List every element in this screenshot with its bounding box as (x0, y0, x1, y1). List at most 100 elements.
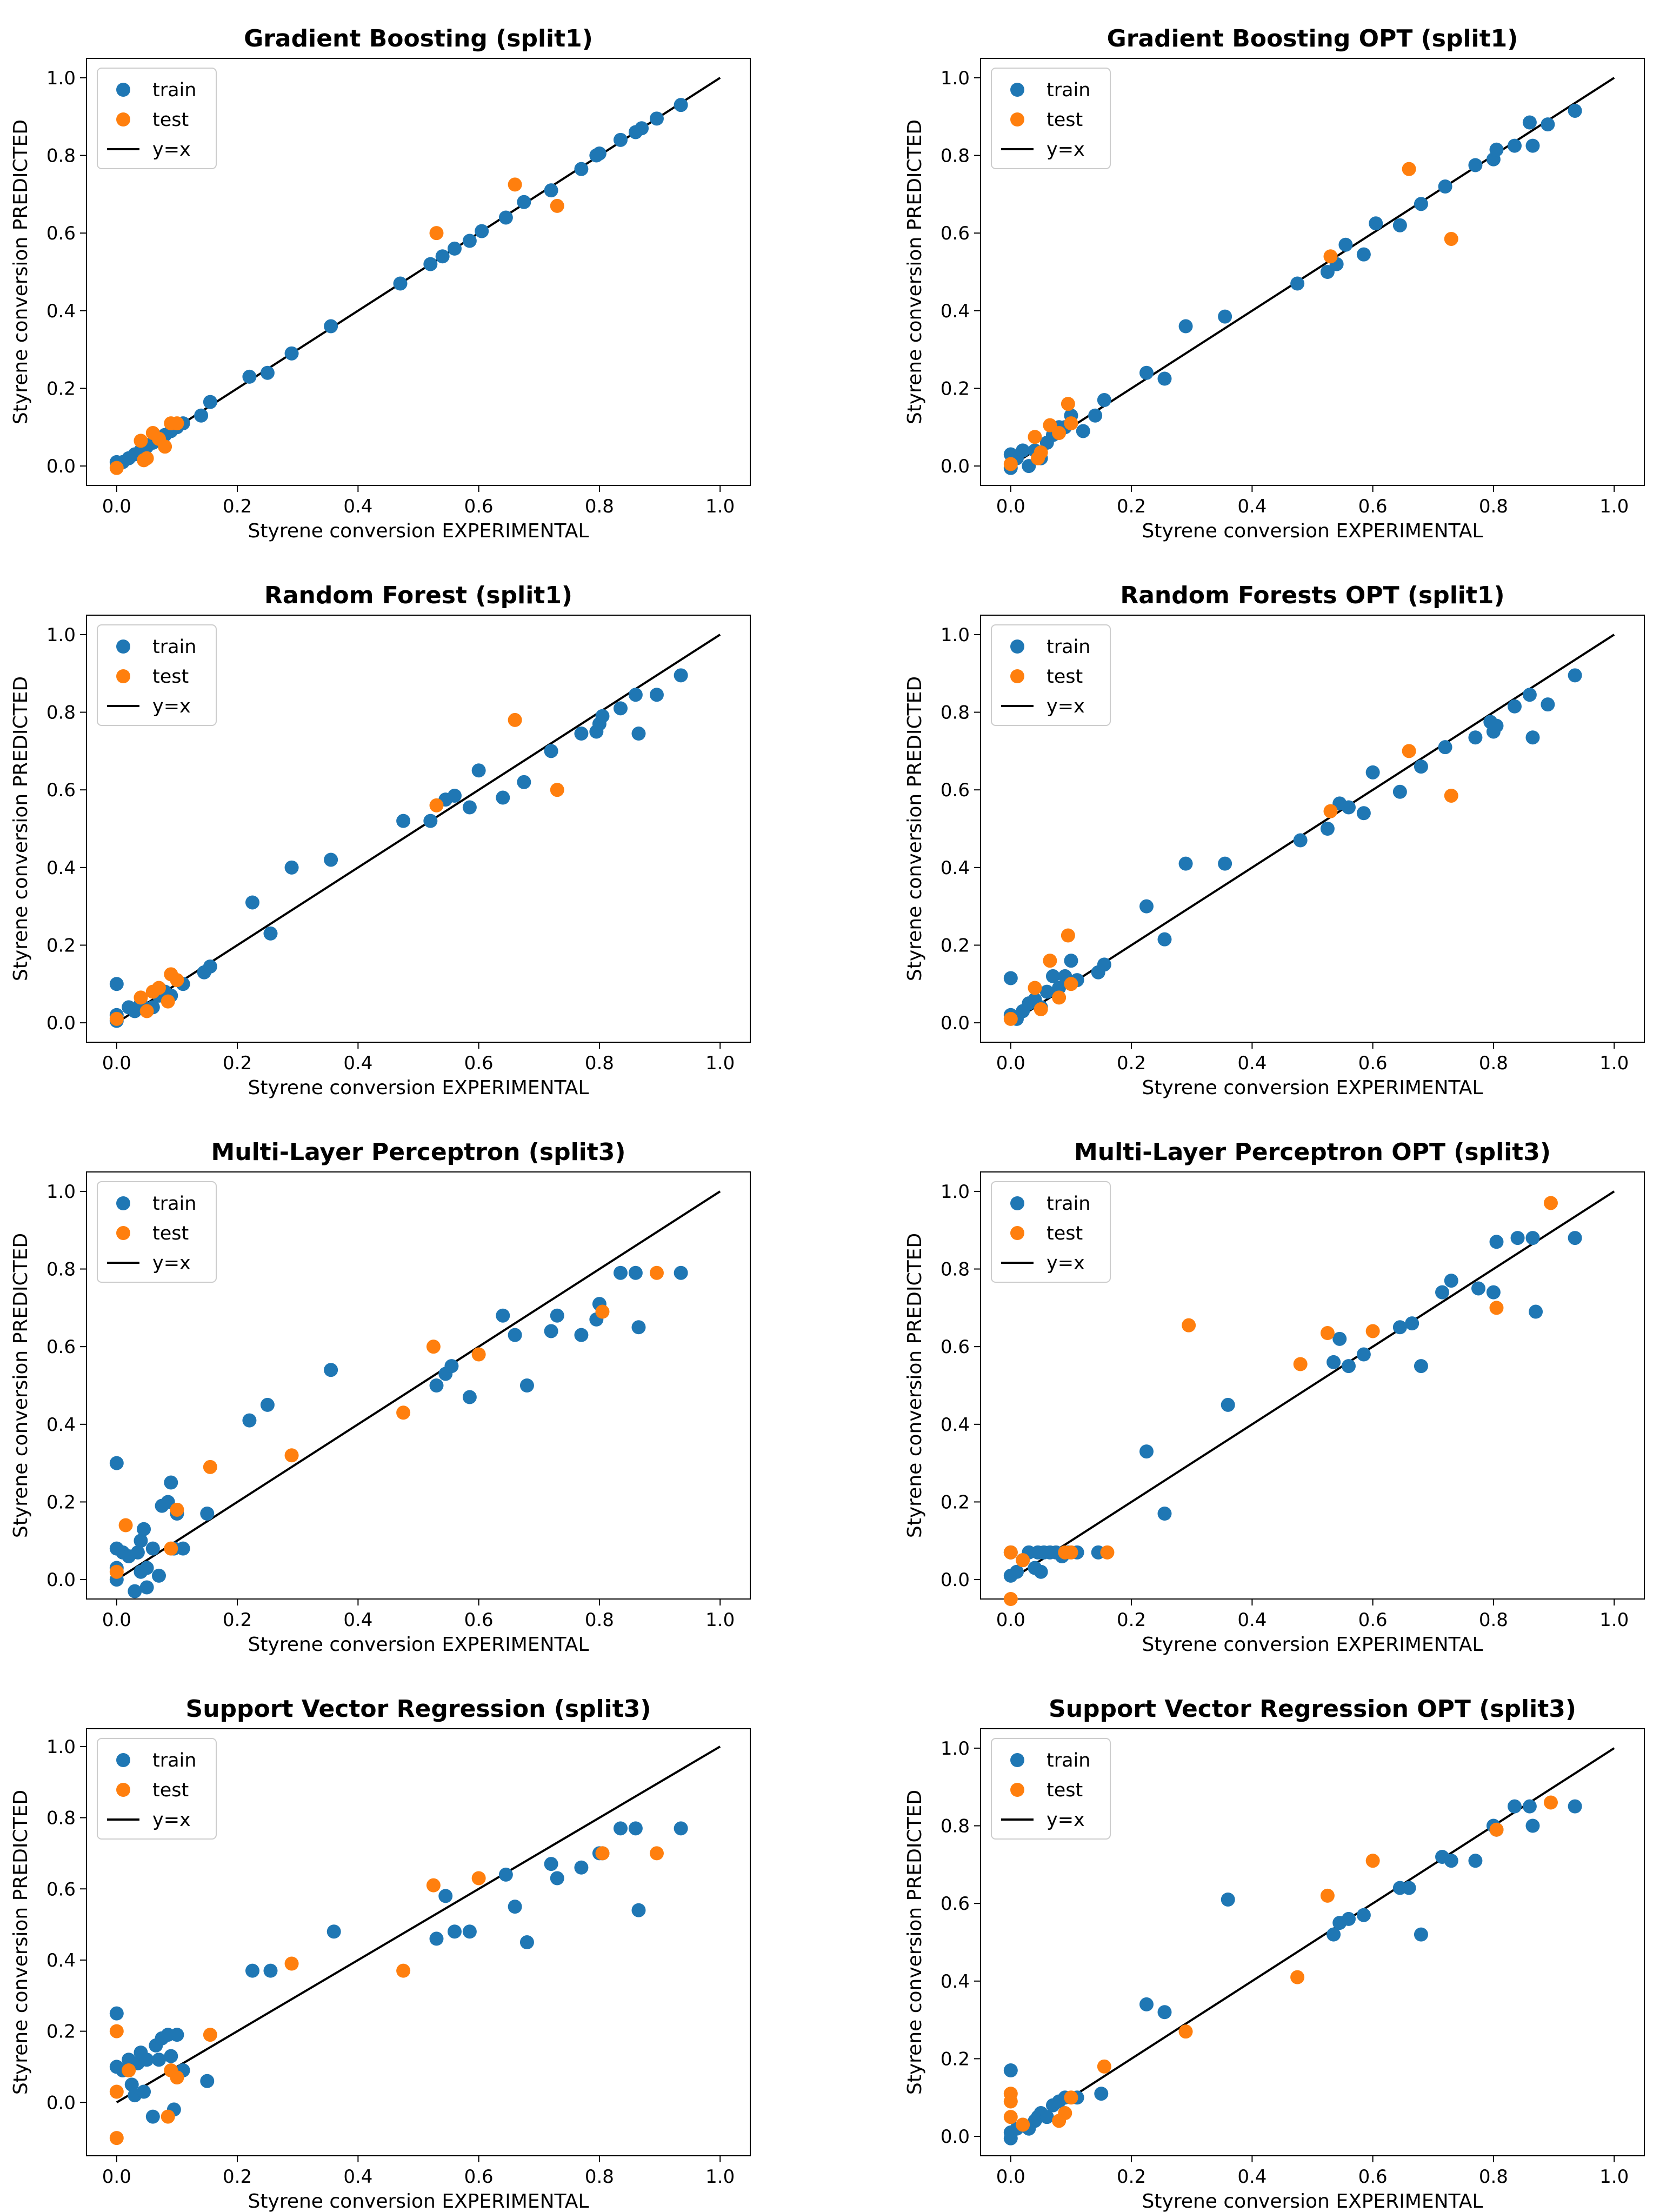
train-point (242, 1413, 257, 1428)
train-point (1157, 932, 1172, 947)
x-tick-label: 0.0 (102, 1609, 131, 1631)
train-point (263, 926, 278, 941)
identity-line (1010, 634, 1615, 1024)
train-point (628, 1821, 643, 1836)
test-point (170, 2070, 184, 2085)
x-tick-label: 0.4 (1237, 496, 1267, 517)
test-point (1178, 2024, 1193, 2039)
legend-train-marker (1010, 1753, 1024, 1767)
train-point (1438, 740, 1452, 755)
x-axis-label: Styrene conversion EXPERIMENTAL (248, 1077, 589, 1099)
test-point (164, 1541, 178, 1556)
train-point (1541, 117, 1555, 132)
train-point (592, 146, 606, 161)
test-point (1489, 1822, 1504, 1837)
test-point (284, 1448, 299, 1463)
legend-label: y=x (152, 1252, 191, 1274)
train-point (1435, 1285, 1450, 1300)
x-tick-label: 0.4 (1237, 2166, 1267, 2188)
train-point (1341, 1359, 1356, 1374)
y-tick-label: 0.6 (46, 779, 76, 801)
train-point (462, 234, 477, 248)
train-point (508, 1900, 522, 1914)
train-point (1507, 1799, 1522, 1814)
train-point (1076, 424, 1090, 438)
train-point (1525, 138, 1540, 153)
x-tick-label: 0.4 (343, 2166, 372, 2188)
x-tick-label: 0.2 (1117, 496, 1146, 517)
legend-label: train (1047, 79, 1090, 101)
legend-label: y=x (152, 1809, 191, 1831)
legend-label: y=x (1047, 1252, 1085, 1274)
train-point (1471, 1281, 1485, 1296)
train-point (1507, 138, 1522, 153)
train-point (1178, 856, 1193, 871)
test-point (1543, 1196, 1558, 1210)
train-point (1489, 1235, 1504, 1249)
train-point (635, 121, 649, 136)
identity-line (116, 634, 721, 1024)
train-point (1016, 443, 1030, 458)
train-point (1178, 319, 1193, 334)
x-tick-label: 1.0 (1599, 2166, 1629, 2188)
y-tick-label: 0.4 (46, 857, 76, 879)
train-point (1402, 1881, 1416, 1895)
test-point (1323, 249, 1338, 264)
test-point (1444, 788, 1458, 803)
train-point (447, 788, 462, 803)
legend: train test y=x (991, 1738, 1111, 1840)
y-tick-label: 0.2 (46, 378, 76, 399)
train-point (1510, 1231, 1525, 1245)
train-point (1568, 668, 1582, 683)
train-point (613, 1821, 628, 1836)
train-point (1392, 1320, 1407, 1335)
train-point (631, 1320, 646, 1335)
train-point (517, 775, 531, 789)
train-point (429, 1378, 444, 1393)
x-tick-label: 0.0 (102, 496, 131, 517)
train-point (1039, 2110, 1054, 2124)
test-point (1034, 1002, 1048, 1016)
train-point (1052, 981, 1067, 995)
test-point (1028, 981, 1042, 995)
test-point (595, 1846, 610, 1861)
test-point (139, 1004, 154, 1018)
y-axis-label: Styrene conversion PREDICTED (904, 1790, 926, 2095)
axes-frame (86, 615, 751, 1043)
x-tick-label: 0.2 (223, 1609, 252, 1631)
test-point (396, 1405, 411, 1420)
test-point (109, 1011, 124, 1026)
x-tick-label: 1.0 (705, 1609, 735, 1631)
train-point (613, 701, 628, 716)
train-point (595, 709, 610, 723)
axes-frame (980, 1728, 1645, 2156)
train-point (260, 1397, 275, 1412)
test-point (170, 416, 184, 431)
test-point (1097, 2059, 1111, 2074)
y-tick-label: 0.0 (941, 2126, 970, 2148)
train-point (203, 959, 217, 974)
train-point (496, 790, 510, 805)
x-tick-label: 0.8 (1479, 1052, 1508, 1074)
train-point (1414, 759, 1428, 774)
y-axis-label: Styrene conversion PREDICTED (10, 1790, 32, 2095)
test-point (429, 226, 444, 241)
test-point (649, 1265, 664, 1280)
subplot-title: Random Forests OPT (split1) (1120, 582, 1504, 609)
train-point (151, 2053, 166, 2067)
subplot-4: Random Forests OPT (split1) 0.0 0.2 0.4 0.6 0… (904, 582, 1645, 1099)
train-point (245, 1963, 259, 1978)
axes-frame (86, 1171, 751, 1600)
train-point (1392, 218, 1407, 232)
train-point (462, 800, 477, 815)
train-point (1139, 1444, 1154, 1459)
test-point (1320, 1326, 1335, 1341)
test-point (595, 1304, 610, 1319)
train-point (1525, 1818, 1540, 1833)
x-axis-label: Styrene conversion EXPERIMENTAL (1142, 1077, 1483, 1099)
x-tick-label: 0.6 (1358, 1052, 1388, 1074)
train-point (1444, 1854, 1458, 1868)
y-tick-label: 0.6 (46, 223, 76, 244)
test-point (471, 1871, 486, 1885)
train-point (508, 1328, 522, 1342)
